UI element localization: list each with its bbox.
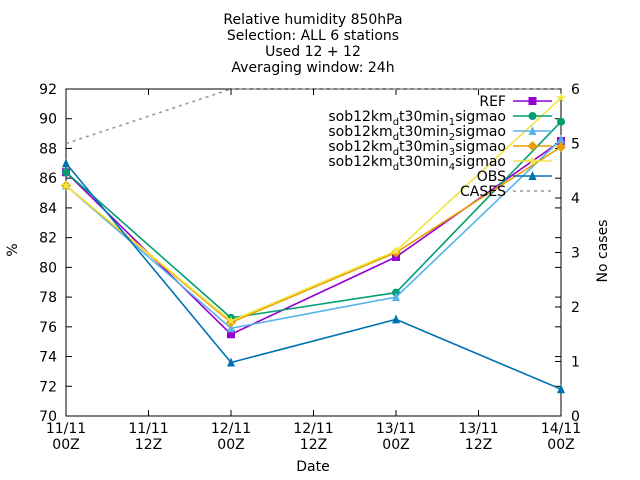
y-tick-label: 86	[39, 171, 57, 187]
y-tick-label: 92	[39, 82, 57, 98]
data-point	[227, 357, 235, 367]
y2-tick-label: 4	[571, 191, 580, 207]
data-point	[227, 323, 235, 333]
title-line: Averaging window: 24h	[231, 60, 394, 76]
title-line: Used 12 + 12	[265, 44, 361, 60]
y2-tick-label: 6	[571, 82, 580, 98]
x-tick-label: 12Z	[465, 437, 492, 453]
title-line: Selection: ALL 6 stations	[227, 28, 399, 44]
x-tick-label: 11/11	[128, 421, 168, 437]
y-tick-label: 84	[39, 201, 57, 217]
legend-label: CASES	[460, 184, 506, 200]
data-point	[392, 314, 400, 324]
series-cases	[65, 88, 561, 145]
series-line	[65, 162, 562, 390]
y-tick-label: 90	[39, 112, 57, 128]
legend-item: CASES	[460, 184, 552, 200]
y-axis-left: 70 72 74 76 78 80 82 84 86 88 90 92	[39, 82, 561, 425]
x-tick-label: 12/11	[211, 421, 251, 437]
y-tick-label: 76	[39, 320, 57, 336]
data-point	[556, 92, 566, 102]
y2-tick-label: 2	[571, 300, 580, 316]
data-point	[226, 315, 236, 325]
data-point	[62, 168, 70, 177]
data-point	[527, 156, 538, 165]
y2-tick-label: 1	[571, 355, 580, 371]
data-point	[557, 117, 565, 126]
legend-label: OBS	[477, 169, 506, 185]
y-tick-label: 78	[39, 290, 57, 306]
y2-tick-label: 3	[571, 246, 580, 262]
y-tick-label: 72	[39, 379, 57, 395]
legend-item: sob12kmdt30min3sigmao	[328, 139, 552, 158]
legend-label: sob12kmdt30min3sigmao	[328, 139, 506, 158]
series-sob12km-d-t30min-4-sigmao	[61, 92, 566, 325]
series-line	[65, 97, 562, 322]
data-point	[528, 97, 537, 105]
y-tick-label: 74	[39, 350, 57, 366]
series-line	[65, 121, 562, 319]
x-tick-label: 11/11	[46, 421, 86, 437]
y-axis-right: 0 1 2 3 4 5 6	[555, 82, 580, 425]
series-lines	[61, 88, 566, 394]
legend-item: OBS	[477, 169, 552, 185]
data-point	[227, 330, 235, 339]
legend-label: sob12kmdt30min1sigmao	[328, 109, 506, 128]
x-axis: 11/1100Z11/1112Z12/1100Z12/1112Z13/1100Z…	[46, 89, 581, 453]
data-point	[392, 292, 400, 302]
legend-label: sob12kmdt30min2sigmao	[328, 124, 506, 143]
legend-label: REF	[479, 94, 506, 110]
legend-item: sob12kmdt30min4sigmao	[328, 154, 552, 173]
data-point	[61, 180, 71, 190]
y-axis-right-label: No cases	[595, 220, 611, 283]
x-tick-label: 00Z	[382, 437, 409, 453]
data-point	[528, 171, 537, 180]
data-point	[391, 246, 401, 256]
series-obs	[62, 158, 565, 394]
x-tick-label: 13/11	[376, 421, 416, 437]
data-point	[556, 141, 566, 152]
series-line	[65, 138, 562, 330]
data-point	[557, 134, 565, 144]
x-tick-label: 12/11	[293, 421, 333, 437]
x-tick-label: 14/11	[541, 421, 581, 437]
y-tick-label: 80	[39, 260, 57, 276]
x-tick-label: 13/11	[458, 421, 498, 437]
legend-label: sob12kmdt30min4sigmao	[328, 154, 506, 173]
x-tick-label: 12Z	[300, 437, 327, 453]
data-point	[528, 126, 537, 135]
legend: REFsob12kmdt30min1sigmaosob12kmdt30min2s…	[328, 94, 552, 200]
data-point	[528, 112, 537, 120]
series-line	[65, 88, 561, 145]
y-tick-label: 82	[39, 231, 57, 247]
x-tick-label: 00Z	[217, 437, 244, 453]
x-tick-label: 00Z	[52, 437, 79, 453]
y-tick-label: 88	[39, 141, 57, 157]
legend-item: sob12kmdt30min1sigmao	[328, 109, 552, 128]
legend-item: sob12kmdt30min2sigmao	[328, 124, 552, 143]
legend-item: REF	[479, 94, 552, 110]
data-point	[527, 141, 538, 151]
y-axis-left-label: %	[5, 243, 21, 256]
x-tick-label: 00Z	[547, 437, 574, 453]
data-point	[557, 384, 565, 394]
y2-tick-label: 5	[571, 137, 580, 153]
x-axis-label: Date	[296, 459, 329, 475]
y-tick-label: 70	[39, 409, 57, 425]
y2-tick-label: 0	[571, 409, 580, 425]
x-tick-label: 12Z	[135, 437, 162, 453]
title-line: Relative humidity 850hPa	[223, 12, 402, 28]
data-point	[62, 158, 70, 168]
